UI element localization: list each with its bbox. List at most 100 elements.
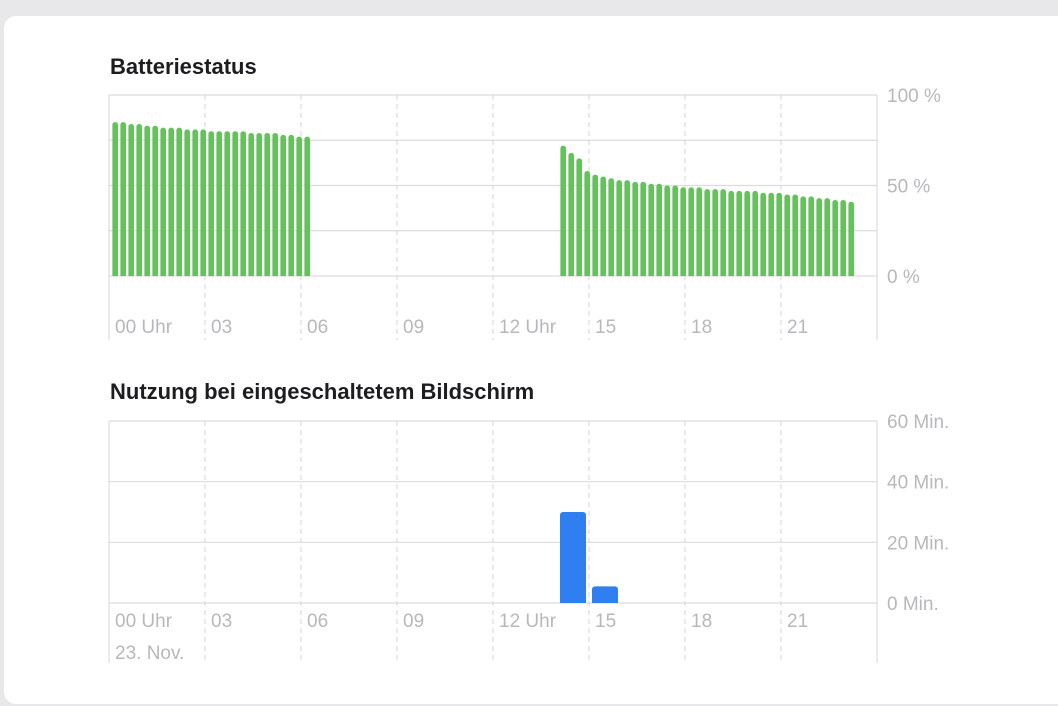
battery-bar-base bbox=[192, 272, 198, 276]
battery-bar-base bbox=[168, 272, 174, 276]
battery-bar bbox=[240, 131, 246, 276]
battery-bar-base bbox=[288, 272, 294, 276]
usage-x-tick-label: 06 bbox=[307, 611, 328, 632]
battery-bar bbox=[768, 192, 774, 276]
battery-bar-base bbox=[640, 272, 646, 276]
battery-bar-base bbox=[136, 272, 142, 276]
usage-y-tick-label: 20 Min. bbox=[887, 533, 949, 554]
battery-bar bbox=[208, 131, 214, 276]
usage-x-tick-label: 03 bbox=[211, 611, 232, 632]
battery-bar-base bbox=[688, 272, 694, 276]
battery-bar bbox=[840, 199, 846, 276]
battery-bar bbox=[728, 190, 734, 276]
battery-bar-base bbox=[728, 272, 734, 276]
battery-bar-base bbox=[736, 272, 742, 276]
battery-bar bbox=[832, 199, 838, 276]
battery-bar bbox=[632, 181, 638, 276]
battery-bar-base bbox=[696, 272, 702, 276]
battery-bar-base bbox=[256, 272, 262, 276]
battery-bar bbox=[176, 127, 182, 276]
battery-bar-base bbox=[240, 272, 246, 276]
usage-y-tick-label: 0 Min. bbox=[887, 594, 939, 615]
battery-bar bbox=[824, 198, 830, 276]
usage-x-tick-label: 21 bbox=[787, 611, 808, 632]
battery-bar bbox=[600, 176, 606, 276]
battery-bar bbox=[304, 136, 310, 276]
battery-bar-base bbox=[616, 272, 622, 276]
battery-bar bbox=[232, 131, 238, 276]
battery-bar bbox=[288, 134, 294, 276]
battery-bar bbox=[760, 192, 766, 276]
battery-bar-base bbox=[704, 272, 710, 276]
battery-bar-base bbox=[760, 272, 766, 276]
usage-x-tick-label: 09 bbox=[403, 611, 424, 632]
battery-bar-base bbox=[200, 272, 206, 276]
battery-bar-base bbox=[808, 272, 814, 276]
usage-x-tick-label: 00 Uhr bbox=[115, 611, 173, 632]
battery-x-tick-label: 15 bbox=[595, 317, 616, 338]
battery-bar-base bbox=[848, 272, 854, 276]
battery-bar bbox=[568, 152, 574, 276]
usage-y-tick-label: 40 Min. bbox=[887, 473, 949, 494]
battery-y-tick-label: 50 % bbox=[887, 177, 930, 198]
battery-bar bbox=[624, 180, 630, 276]
battery-y-tick-label: 0 % bbox=[887, 267, 920, 288]
battery-bar bbox=[264, 133, 270, 276]
battery-bar-base bbox=[224, 272, 230, 276]
battery-bar bbox=[168, 127, 174, 276]
battery-bar-base bbox=[208, 272, 214, 276]
battery-bar bbox=[144, 125, 150, 277]
battery-bar-base bbox=[152, 272, 158, 276]
battery-bar bbox=[256, 133, 262, 276]
battery-bar bbox=[216, 131, 222, 276]
battery-bar bbox=[792, 194, 798, 276]
usage-bar bbox=[592, 586, 618, 603]
battery-bar-base bbox=[584, 272, 590, 276]
battery-bar-base bbox=[840, 272, 846, 276]
battery-bar-base bbox=[816, 272, 822, 276]
battery-bar-base bbox=[176, 272, 182, 276]
battery-x-tick-label: 18 bbox=[691, 317, 712, 338]
battery-bar bbox=[784, 194, 790, 276]
battery-bar-base bbox=[600, 272, 606, 276]
battery-bar-base bbox=[280, 272, 286, 276]
battery-bar bbox=[696, 187, 702, 276]
battery-bar bbox=[152, 125, 158, 277]
battery-bar bbox=[160, 127, 166, 276]
battery-bar-base bbox=[712, 272, 718, 276]
battery-bar bbox=[640, 181, 646, 276]
battery-bar-base bbox=[824, 272, 830, 276]
battery-bar-base bbox=[752, 272, 758, 276]
battery-bar-base bbox=[216, 272, 222, 276]
battery-bar-base bbox=[232, 272, 238, 276]
battery-bar bbox=[648, 183, 654, 276]
battery-bar-base bbox=[576, 272, 582, 276]
battery-bar-base bbox=[144, 272, 150, 276]
battery-bar bbox=[720, 189, 726, 276]
battery-bar bbox=[584, 171, 590, 276]
battery-bar-base bbox=[184, 272, 190, 276]
battery-bar bbox=[136, 123, 142, 277]
battery-bar bbox=[184, 129, 190, 276]
battery-bar bbox=[248, 133, 254, 276]
battery-bar-base bbox=[608, 272, 614, 276]
battery-bar bbox=[712, 189, 718, 276]
date-label: 23. Nov. bbox=[115, 643, 184, 664]
battery-bar-base bbox=[560, 272, 566, 276]
battery-bar-base bbox=[680, 272, 686, 276]
usage-bar-base bbox=[592, 599, 618, 603]
battery-bar bbox=[848, 201, 854, 276]
battery-bar bbox=[296, 136, 302, 276]
battery-x-tick-label: 06 bbox=[307, 317, 328, 338]
battery-bar-base bbox=[272, 272, 278, 276]
battery-bar bbox=[128, 123, 134, 277]
battery-bar-base bbox=[112, 272, 118, 276]
battery-bar-base bbox=[248, 272, 254, 276]
battery-bar-base bbox=[296, 272, 302, 276]
battery-bar bbox=[576, 158, 582, 276]
battery-bar bbox=[224, 131, 230, 276]
battery-bar bbox=[736, 190, 742, 276]
battery-bar bbox=[192, 129, 198, 276]
battery-bar-base bbox=[264, 272, 270, 276]
